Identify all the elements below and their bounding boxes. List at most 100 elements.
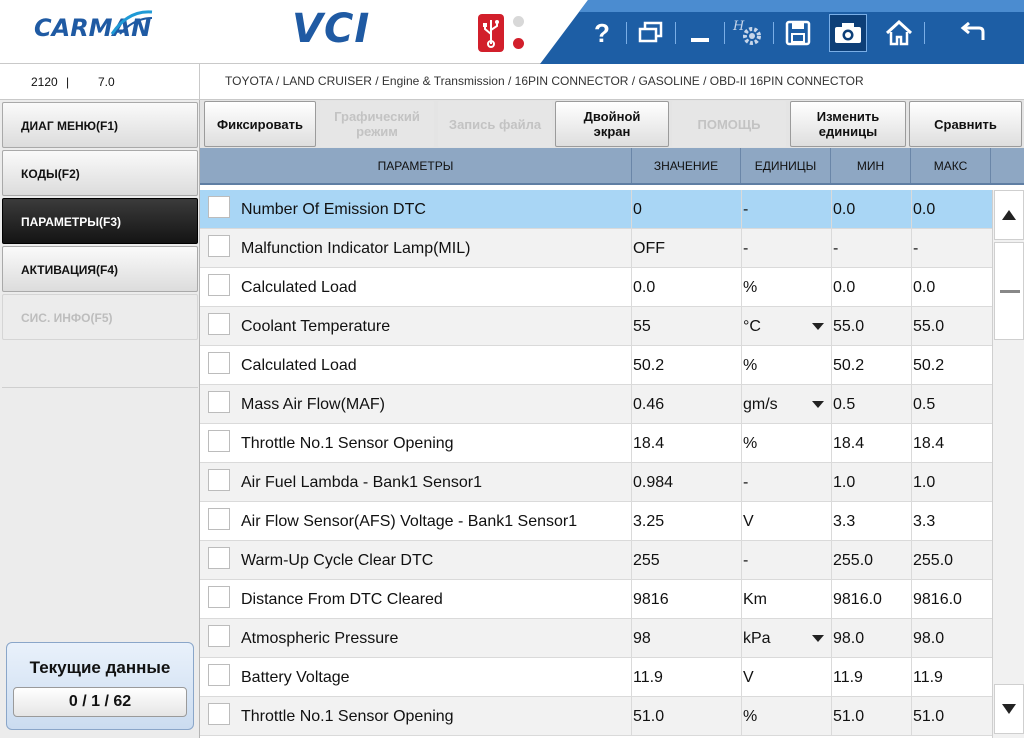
column-divider (741, 346, 742, 385)
column-divider (831, 463, 832, 502)
column-divider (911, 541, 912, 580)
row-checkbox[interactable] (208, 352, 230, 374)
unit-dropdown-icon[interactable] (812, 401, 824, 408)
status-led-gray (513, 16, 524, 27)
column-divider (631, 502, 632, 541)
compare-button[interactable]: Сравнить (909, 101, 1022, 147)
scroll-thumb[interactable] (994, 242, 1024, 340)
sidebar-empty-slot (2, 340, 198, 388)
table-row[interactable]: Air Fuel Lambda - Bank1 Sensor1 0.984 - 1.0… (200, 463, 992, 502)
row-checkbox[interactable] (208, 625, 230, 647)
sidebar-item-codes[interactable]: КОДЫ(F2) (2, 150, 198, 196)
row-checkbox[interactable] (208, 391, 230, 413)
parameter-unit: V (743, 669, 754, 686)
save-icon[interactable] (779, 14, 817, 52)
parameter-unit: % (743, 279, 758, 296)
sidebar-item-diag-menu[interactable]: ДИАГ МЕНЮ(F1) (2, 102, 198, 148)
table-row[interactable]: Throttle No.1 Sensor Opening 51.0% 51.0 51.… (200, 697, 992, 736)
column-divider (911, 385, 912, 424)
row-checkbox[interactable] (208, 430, 230, 452)
parameter-name: Warm-Up Cycle Clear DTC (241, 552, 434, 569)
table-row[interactable]: Calculated Load 50.2% 50.2 50.2 (200, 346, 992, 385)
column-divider (911, 580, 912, 619)
parameter-name: Calculated Load (241, 279, 357, 296)
fix-button[interactable]: Фиксировать (204, 101, 316, 147)
unit-dropdown-icon[interactable] (812, 635, 824, 642)
scroll-up-button[interactable] (994, 190, 1024, 240)
parameter-max: 50.2 (913, 357, 945, 374)
sidebar-item-activation[interactable]: АКТИВАЦИЯ(F4) (2, 246, 198, 292)
row-checkbox[interactable] (208, 508, 230, 530)
table-row[interactable]: Number Of Emission DTC 0 - 0.0 0.0 (200, 190, 992, 229)
dual-screen-button[interactable]: Двойной экран (555, 101, 669, 147)
parameter-min: 55.0 (833, 318, 865, 335)
vehicle-info: 2120 | 7.0 (0, 64, 200, 99)
parameter-table: Number Of Emission DTC 0 - 0.0 0.0 Malfunctio… (200, 190, 992, 738)
minimize-icon[interactable] (681, 14, 719, 52)
row-checkbox[interactable] (208, 313, 230, 335)
column-divider (631, 268, 632, 307)
row-checkbox[interactable] (208, 664, 230, 686)
sidebar-item-parameters[interactable]: ПАРАМЕТРЫ(F3) (2, 198, 198, 244)
sidebar-item-sys-info: СИС. ИНФО(F5) (2, 294, 198, 340)
column-divider (911, 268, 912, 307)
table-row[interactable]: Malfunction Indicator Lamp(MIL) OFF - - - (200, 229, 992, 268)
row-checkbox[interactable] (208, 235, 230, 257)
tool-separator (773, 22, 774, 44)
graph-mode-button: Графический режим (320, 101, 434, 147)
table-row[interactable]: Throttle No.1 Sensor Opening 18.4% 18.4 18.… (200, 424, 992, 463)
column-divider (831, 190, 832, 229)
tool-separator (626, 22, 627, 44)
column-divider (741, 541, 742, 580)
column-divider (911, 619, 912, 658)
home-icon[interactable] (880, 14, 918, 52)
table-row[interactable]: Air Flow Sensor(AFS) Voltage - Bank1 Sen… (200, 502, 992, 541)
change-units-button[interactable]: Изменить единицы (790, 101, 906, 147)
camera-icon[interactable] (829, 14, 867, 52)
column-divider (831, 346, 832, 385)
parameter-unit: kPa (743, 630, 771, 647)
window-switch-icon[interactable] (632, 14, 670, 52)
scroll-down-button[interactable] (994, 684, 1024, 734)
column-header-value: ЗНАЧЕНИЕ (632, 148, 741, 183)
back-icon[interactable] (954, 14, 992, 52)
unit-dropdown-icon[interactable] (812, 323, 824, 330)
hw-settings-icon[interactable]: H (730, 14, 768, 52)
parameter-max: 1.0 (913, 474, 936, 491)
table-row[interactable]: Mass Air Flow(MAF) 0.46 gm/s 0.5 0.5 (200, 385, 992, 424)
table-row[interactable]: Atmospheric Pressure 98 kPa 98.0 98.0 (200, 619, 992, 658)
table-row[interactable]: Coolant Temperature 55 °C 55.0 55.0 (200, 307, 992, 346)
table-row[interactable]: Distance From DTC Cleared 9816 Km 9816.0 981… (200, 580, 992, 619)
parameter-min: 18.4 (833, 435, 865, 452)
row-checkbox[interactable] (208, 547, 230, 569)
column-divider (631, 541, 632, 580)
parameter-name: Battery Voltage (241, 669, 350, 686)
parameter-max: 0.0 (913, 201, 936, 218)
column-divider (911, 463, 912, 502)
column-divider (911, 307, 912, 346)
dual-screen-label-2: экран (593, 124, 631, 139)
info-bar: 2120 | 7.0 TOYOTA / LAND CRUISER / Engin… (0, 64, 1024, 100)
parameter-min: 9816.0 (833, 591, 882, 608)
scrollbar[interactable] (992, 190, 1024, 738)
parameter-max: 255.0 (913, 552, 954, 569)
parameter-max: 3.3 (913, 513, 936, 530)
column-divider (631, 619, 632, 658)
row-checkbox[interactable] (208, 586, 230, 608)
parameter-max: 0.5 (913, 396, 936, 413)
row-checkbox[interactable] (208, 274, 230, 296)
help-icon[interactable]: ? (583, 14, 621, 52)
column-divider (741, 502, 742, 541)
parameter-name: Air Fuel Lambda - Bank1 Sensor1 (241, 474, 483, 491)
row-checkbox[interactable] (208, 703, 230, 725)
table-row[interactable]: Warm-Up Cycle Clear DTC 255 - 255.0 255.0 (200, 541, 992, 580)
table-header: ПАРАМЕТРЫ ЗНАЧЕНИЕ ЕДИНИЦЫ МИН МАКС (200, 148, 1024, 185)
row-checkbox[interactable] (208, 469, 230, 491)
row-checkbox[interactable] (208, 196, 230, 218)
column-divider (741, 580, 742, 619)
column-divider (631, 229, 632, 268)
table-row[interactable]: Battery Voltage 11.9 V 11.9 11.9 (200, 658, 992, 697)
table-row[interactable]: Calculated Load 0.0% 0.0 0.0 (200, 268, 992, 307)
column-divider (631, 463, 632, 502)
help-button: ПОМОЩЬ (672, 101, 786, 147)
